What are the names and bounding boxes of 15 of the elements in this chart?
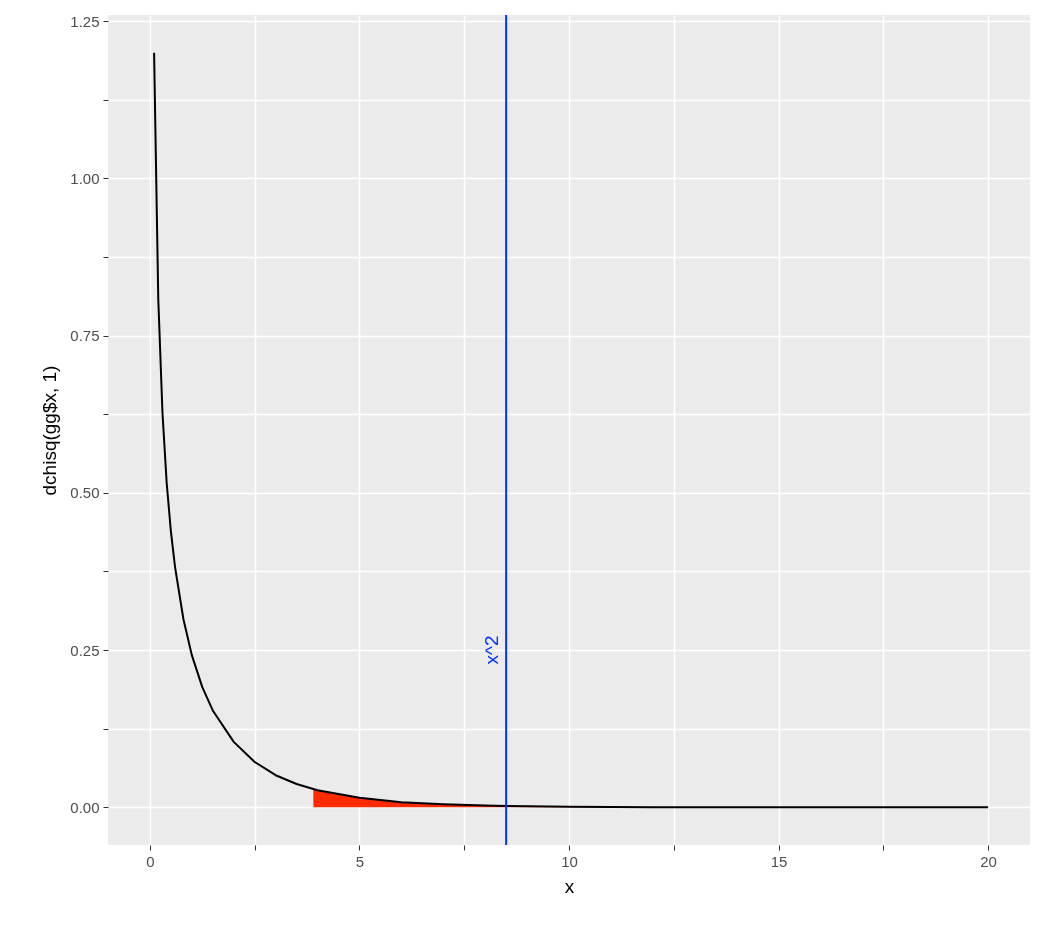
x-axis-title: x [564, 875, 575, 897]
y-tick-label: 0.75 [70, 327, 100, 345]
ref-line-label: x^2 [481, 635, 503, 665]
y-tick-label: 0.00 [70, 798, 100, 816]
x-tick-label: 5 [355, 852, 365, 870]
y-tick-label: 1.00 [70, 169, 100, 187]
y-tick-label: 0.25 [70, 641, 100, 659]
y-tick-label: 1.25 [70, 12, 100, 30]
x-tick-label: 20 [980, 852, 997, 870]
x-tick-label: 0 [146, 852, 155, 870]
y-axis-title: dchisq(gg$x, 1) [39, 365, 61, 496]
y-tick-label: 0.50 [70, 484, 100, 502]
x-tick-label: 10 [561, 852, 578, 870]
line-series [153, 51, 990, 809]
x-tick-label: 15 [770, 852, 788, 870]
